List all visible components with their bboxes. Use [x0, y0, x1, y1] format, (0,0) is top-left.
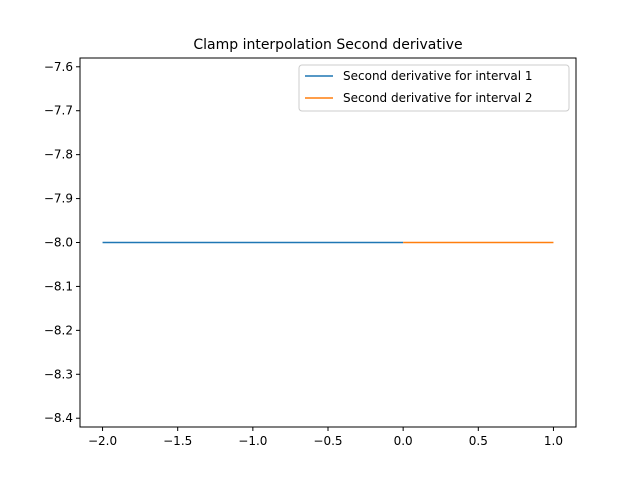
x-tick-label: 0.5 — [469, 434, 488, 448]
legend: Second derivative for interval 1 Second … — [298, 64, 570, 112]
y-tick-label: −7.9 — [44, 192, 73, 206]
x-tick-label: −0.5 — [313, 434, 342, 448]
y-tick-label: −7.8 — [44, 148, 73, 162]
x-tick-label: −2.0 — [88, 434, 117, 448]
y-tick-label: −7.6 — [44, 60, 73, 74]
x-tick-label: 1.0 — [544, 434, 563, 448]
x-tick-label: 0.0 — [394, 434, 413, 448]
legend-label-interval-2: Second derivative for interval 2 — [343, 91, 533, 105]
y-tick-label: −8.0 — [44, 236, 73, 250]
legend-box — [298, 64, 570, 112]
y-tick-label: −8.2 — [44, 323, 73, 337]
x-tick-label: −1.5 — [163, 434, 192, 448]
y-tick-label: −8.3 — [44, 367, 73, 381]
chart-title: Clamp interpolation Second derivative — [193, 37, 462, 53]
plot-frame — [79, 57, 577, 428]
y-tick-label: −7.7 — [44, 104, 73, 118]
y-tick-label: −8.4 — [44, 411, 73, 425]
legend-label-interval-1: Second derivative for interval 1 — [343, 69, 533, 83]
y-tick-label: −8.1 — [44, 279, 73, 293]
axis-ticks: −2.0 −1.5 −1.0 −0.5 0.0 0.5 1.0 −7.6 −7.7 −7.8 −7.… — [44, 60, 563, 448]
x-tick-label: −1.0 — [238, 434, 267, 448]
